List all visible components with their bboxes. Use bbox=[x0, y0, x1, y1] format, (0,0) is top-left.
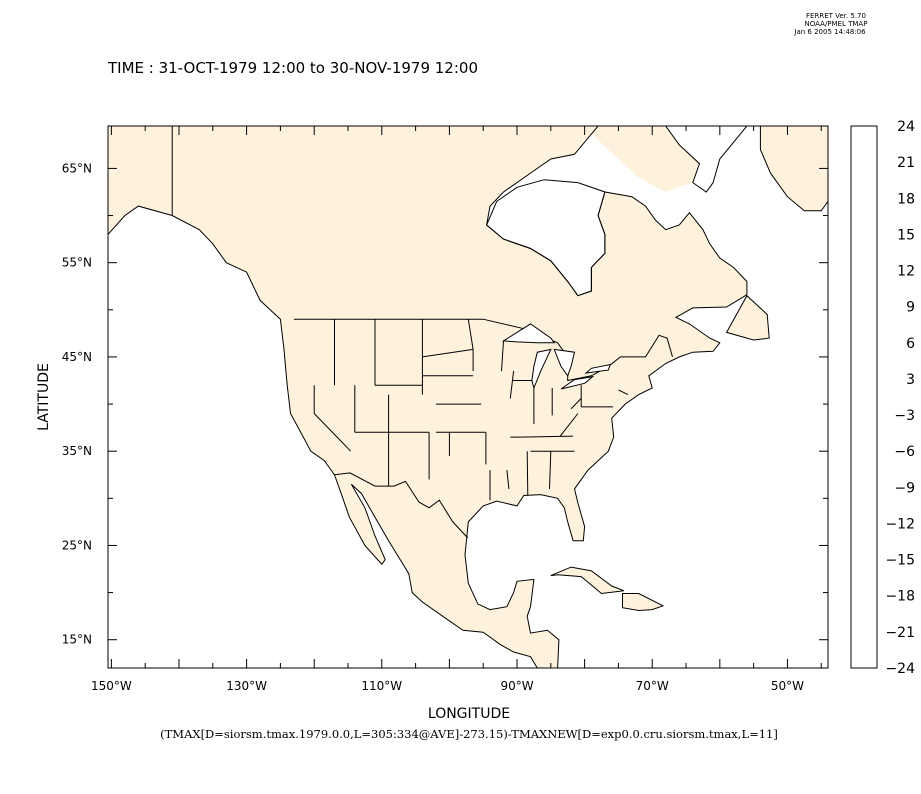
great-lake bbox=[584, 363, 612, 374]
coastline-layer bbox=[107, 125, 829, 669]
state-border bbox=[506, 470, 510, 489]
land-ocean-layer bbox=[108, 126, 828, 668]
hudson-bay-coastline bbox=[485, 179, 606, 297]
plot-frame bbox=[107, 125, 829, 669]
colorbar-label: −6 bbox=[894, 444, 915, 460]
colorbar-label: 12 bbox=[897, 264, 915, 280]
state-border bbox=[520, 435, 574, 438]
x-tick-label: 50°W bbox=[771, 679, 804, 693]
x-tick-label: 150°W bbox=[91, 679, 132, 693]
state-border bbox=[570, 398, 582, 410]
cuba-coastline bbox=[550, 566, 624, 595]
greenland-landmass bbox=[760, 126, 828, 211]
state-border bbox=[526, 451, 529, 496]
y-axis-label: LATITUDE bbox=[36, 363, 52, 431]
colorbar: −24 −21 −18 −15 −12 −9 −6 −3 3 6 9 12 15 18 21 24 bbox=[850, 119, 915, 677]
colorbar-label: −12 bbox=[885, 517, 915, 533]
north-america-coastline bbox=[107, 125, 748, 669]
colorbar-label: 24 bbox=[897, 119, 915, 135]
state-border bbox=[422, 348, 474, 358]
us-mexico-border bbox=[334, 472, 469, 539]
y-tick-label: 65°N bbox=[62, 161, 92, 175]
colorbar-label: −24 bbox=[885, 661, 915, 677]
hispaniola-landmass bbox=[622, 593, 663, 611]
great-lake bbox=[560, 375, 595, 390]
colorbar-label: 15 bbox=[897, 227, 915, 243]
great-lake bbox=[531, 348, 552, 390]
cuba-landmass bbox=[550, 567, 624, 594]
y-tick-label: 15°N bbox=[62, 633, 92, 647]
north-america-landmass bbox=[108, 126, 747, 668]
baffin-island-landmass bbox=[584, 126, 700, 192]
time-range-title: TIME : 31-OCT-1979 12:00 to 30-NOV-1979 … bbox=[107, 59, 478, 77]
y-tick-label: 45°N bbox=[62, 350, 92, 364]
colorbar-label: −3 bbox=[894, 408, 915, 424]
colorbar-label: −9 bbox=[894, 480, 915, 496]
state-border bbox=[313, 413, 352, 452]
y-tick-label: 55°N bbox=[62, 256, 92, 270]
colorbar-label: 18 bbox=[897, 191, 915, 207]
colorbar-label: −18 bbox=[885, 589, 915, 605]
state-border bbox=[559, 413, 579, 437]
colorbar-label: 3 bbox=[906, 372, 915, 388]
x-tick-label: 70°W bbox=[636, 679, 669, 693]
state-border bbox=[549, 451, 552, 489]
hispaniola-coastline bbox=[622, 593, 665, 612]
x-tick-label: 130°W bbox=[226, 679, 267, 693]
baffin-coastline bbox=[664, 125, 748, 193]
great-lake bbox=[553, 348, 576, 377]
x-tick-label: 90°W bbox=[500, 679, 533, 693]
ferret-version-text: FERRET Ver. 5.70 bbox=[806, 12, 866, 20]
y-tick-label: 35°N bbox=[62, 444, 92, 458]
noaa-label-text: NOAA/PMEL TMAP bbox=[805, 20, 868, 28]
timestamp-text: Jan 6 2005 14:48:06 bbox=[793, 28, 866, 36]
great-lake bbox=[501, 323, 556, 344]
state-border bbox=[501, 340, 504, 372]
y-tick-label: 25°N bbox=[62, 538, 92, 552]
colorbar-label: −15 bbox=[885, 553, 915, 569]
colorbar-frame bbox=[850, 125, 878, 669]
colorbar-label: −21 bbox=[885, 625, 915, 641]
colorbar-label: 21 bbox=[897, 155, 915, 171]
state-border bbox=[618, 389, 629, 396]
axes-layer: 150°W 130°W 110°W 90°W 70°W 50°W 15°N 25°N 35°N 4… bbox=[62, 125, 829, 693]
colorbar-label: 9 bbox=[906, 300, 915, 316]
newfoundland-coastline bbox=[725, 294, 770, 341]
x-axis-label: LONGITUDE bbox=[428, 706, 510, 722]
state-border bbox=[467, 319, 474, 350]
x-tick-label: 110°W bbox=[361, 679, 402, 693]
expression-caption: (TMAX[D=siorsm.tmax.1979.0.0,L=305:334@A… bbox=[160, 727, 778, 741]
colorbar-label: 6 bbox=[906, 336, 915, 352]
hudson-bay-water bbox=[486, 179, 605, 296]
state-border bbox=[509, 371, 515, 399]
